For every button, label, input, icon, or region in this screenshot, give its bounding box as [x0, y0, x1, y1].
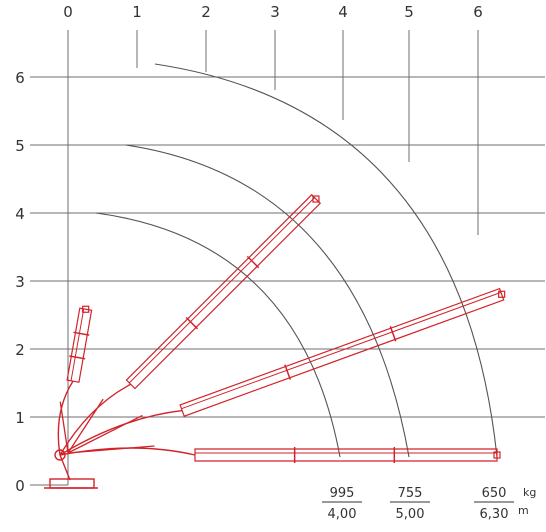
x-tick-label: 2: [201, 3, 211, 21]
boom-tip: [82, 305, 90, 313]
x-tick-label: 1: [132, 3, 142, 21]
boom-joint: [69, 355, 86, 360]
boom-tip: [498, 290, 506, 298]
capacity-load-6-3m: 650: [482, 486, 507, 501]
x-tick-labels: 0 1 2 3 4 5 6: [63, 3, 483, 21]
lift-arm: [59, 383, 132, 456]
x-tick-label: 6: [473, 3, 483, 21]
x-tick-label: 3: [270, 3, 280, 21]
boom-section: [179, 287, 505, 417]
unit-reach: m: [518, 504, 529, 517]
y-tick-label: 6: [15, 69, 25, 87]
boom-tip: [312, 195, 320, 203]
reach-arc-4m: [95, 212, 341, 458]
x-tick-label: 4: [338, 3, 348, 21]
y-tick-label: 4: [15, 205, 25, 223]
boom-inner-line: [128, 197, 315, 384]
reach-arc-5m: [125, 144, 410, 458]
boom-joint: [389, 326, 397, 342]
boom-inner-line: [181, 291, 502, 410]
vertical-gridlines: [67, 30, 479, 485]
boom-inner-line: [70, 308, 85, 381]
x-tick-label: 5: [404, 3, 414, 21]
capacity-table: 995 4,00 755 5,00 650 6,30 kg m: [322, 486, 536, 522]
y-tick-label: 3: [15, 273, 25, 291]
lift-cylinder: [59, 401, 69, 454]
lift-cylinder: [67, 398, 104, 454]
boom-section: [125, 193, 322, 390]
y-tick-label: 1: [15, 409, 25, 427]
boom-joint: [185, 316, 199, 330]
reach-arcs: [95, 63, 498, 458]
capacity-reach-5m: 5,00: [396, 507, 425, 522]
lift-arm: [57, 380, 74, 456]
capacity-reach-6-3m: 6,30: [480, 507, 509, 522]
boom-section: [66, 307, 93, 383]
boom-joint: [73, 331, 90, 336]
boom-positions: [54, 193, 506, 481]
capacity-load-5m: 755: [398, 486, 423, 501]
capacity-reach-4m: 4,00: [328, 507, 357, 522]
x-tick-label: 0: [63, 3, 73, 21]
lift-cylinder: [67, 445, 155, 454]
reach-arc-6-3m: [154, 63, 498, 458]
boom-tip: [493, 451, 501, 459]
boom-section: [194, 448, 498, 462]
crane-base: [44, 478, 98, 489]
y-tick-label: 0: [15, 477, 25, 495]
horizontal-gridlines: [30, 76, 545, 486]
y-tick-labels: 0 1 2 3 4 5 6: [15, 69, 25, 495]
pivot-knuckle: [54, 449, 66, 461]
lift-cylinder: [67, 414, 143, 454]
column: [59, 454, 71, 481]
capacity-load-4m: 995: [330, 486, 355, 501]
crane-base-plate: [49, 478, 95, 489]
unit-load: kg: [523, 486, 536, 499]
y-tick-label: 5: [15, 137, 25, 155]
lift-arm: [59, 409, 183, 456]
y-tick-label: 2: [15, 341, 25, 359]
boom-joint: [246, 255, 260, 269]
boom-joint: [284, 364, 292, 380]
